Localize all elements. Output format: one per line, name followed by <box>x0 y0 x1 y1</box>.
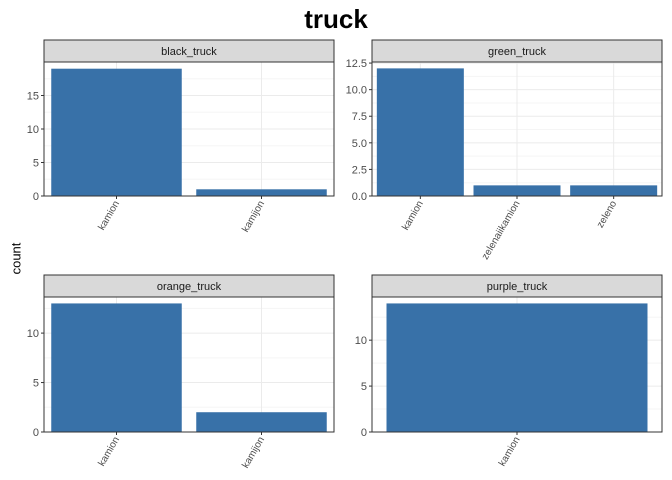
x-tick-label: kamion <box>96 435 122 468</box>
y-tick-label: 10 <box>27 328 39 340</box>
x-tick-label: kamion <box>400 199 426 232</box>
y-tick-label: 12.5 <box>346 58 367 70</box>
facet-strip-label: orange_truck <box>157 281 222 293</box>
y-tick-label: 5 <box>361 381 367 393</box>
y-tick-label: 5.0 <box>352 138 367 150</box>
bar-zeleno <box>570 185 658 196</box>
facet-strip-label: purple_truck <box>487 281 548 293</box>
bar-kamion <box>386 303 648 432</box>
y-tick-label: 5 <box>33 158 39 170</box>
bar-kamion <box>376 68 464 196</box>
panel-border <box>43 296 335 433</box>
bar-zelenaiikamion <box>473 185 561 196</box>
panel-border <box>43 61 335 197</box>
y-tick-label: 0 <box>361 427 367 439</box>
x-tick-label: zeleno <box>595 199 619 230</box>
bar-kamijon <box>196 189 327 196</box>
y-tick-label: 2.5 <box>352 164 367 176</box>
y-tick-label: 0 <box>33 427 39 439</box>
bar-kamijon <box>196 412 327 432</box>
facet-strip-label: black_truck <box>161 46 217 58</box>
bar-kamion <box>51 68 182 196</box>
x-tick-label: kamijon <box>240 435 267 470</box>
y-tick-label: 10 <box>355 335 367 347</box>
x-tick-label: zelenaiikamion <box>480 199 523 262</box>
y-tick-label: 5 <box>33 378 39 390</box>
facet-strip-label: green_truck <box>488 46 547 58</box>
chart-title: truck <box>304 4 368 34</box>
x-tick-label: kamion <box>96 199 122 232</box>
y-tick-label: 15 <box>27 91 39 103</box>
x-tick-label: kamion <box>497 435 523 468</box>
y-tick-label: 10 <box>27 124 39 136</box>
y-tick-label: 10.0 <box>346 85 367 97</box>
x-tick-label: kamijon <box>240 199 267 234</box>
y-tick-label: 0.0 <box>352 191 367 203</box>
bar-kamion <box>51 303 182 432</box>
y-tick-label: 0 <box>33 191 39 203</box>
y-tick-label: 7.5 <box>352 111 367 123</box>
